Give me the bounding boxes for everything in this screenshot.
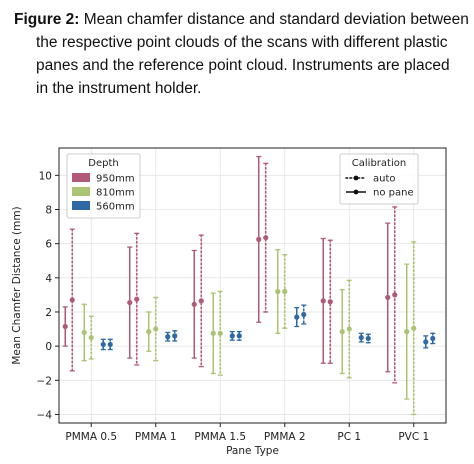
mean-point [134, 296, 140, 302]
y-tick-label: 2 [45, 307, 52, 319]
plot-frame [58, 147, 447, 424]
mean-point [385, 294, 391, 301]
figure-label: Figure 2: [14, 11, 80, 28]
x-tick-label: PMMA 0.5 [65, 431, 117, 443]
mean-point [339, 329, 345, 335]
mean-point [146, 329, 152, 335]
y-tick-label: 8 [45, 204, 52, 216]
mean-point [320, 298, 326, 304]
mean-point [365, 335, 371, 342]
figure-caption: Figure 2: Mean chamfer distance and stan… [14, 8, 470, 100]
calibration-legend-label: auto [373, 174, 396, 185]
y-tick-label: −4 [37, 409, 53, 421]
mean-point [172, 333, 178, 339]
mean-point [358, 334, 364, 341]
mean-point [236, 333, 242, 339]
mean-point [217, 330, 223, 336]
calibration-legend-marker [353, 189, 359, 195]
mean-point [165, 334, 171, 340]
mean-point [275, 288, 281, 295]
mean-point [81, 329, 87, 336]
mean-point [294, 314, 300, 320]
x-tick-label: PVC 1 [398, 431, 429, 443]
mean-point [263, 235, 269, 241]
y-axis-label: Mean Chamfer Distance (mm) [11, 206, 23, 364]
depth-legend-swatch [72, 187, 90, 196]
mean-point [127, 299, 133, 306]
caption-line-1: Mean chamfer distance and standard devia… [79, 11, 469, 28]
mean-point [153, 326, 159, 332]
mean-point [69, 297, 75, 303]
y-tick-label: 4 [45, 273, 52, 285]
mean-point [346, 326, 352, 332]
depth-legend-label: 560mm [96, 202, 135, 213]
y-tick-label: 0 [45, 341, 52, 353]
depth-legend-swatch [72, 201, 90, 210]
mean-point [282, 288, 288, 295]
x-tick-label: PMMA 2 [264, 431, 306, 443]
mean-point [191, 301, 197, 307]
x-axis-label: Pane Type [226, 445, 279, 457]
caption-line-4: in the instrument holder. [36, 80, 202, 97]
y-tick-label: −2 [37, 375, 52, 387]
caption-line-3: panes and the reference point cloud. Ins… [36, 57, 450, 74]
x-tick-label: PMMA 1 [135, 431, 177, 443]
chamfer-distance-chart: −4 −2 0 2 4 6 8 10 PMMA 0.5 PMMA 1 PMMA 1.5 PMMA 2 P… [11, 147, 447, 457]
caption-line-2: the respective point clouds of the scans… [36, 34, 448, 51]
calibration-legend-label: no pane [373, 188, 414, 199]
mean-point [256, 236, 262, 242]
y-tick-label: 10 [39, 170, 52, 182]
y-tick-label: 6 [45, 239, 52, 251]
mean-point [229, 333, 235, 339]
x-tick-label: PMMA 1.5 [194, 431, 246, 443]
mean-point [62, 323, 68, 330]
mean-point [404, 329, 410, 335]
x-tick-label: PC 1 [337, 431, 361, 443]
depth-legend-swatch [72, 173, 90, 182]
mean-point [327, 299, 333, 305]
calibration-legend-marker [353, 175, 359, 181]
mean-point [210, 330, 216, 336]
mean-point [392, 292, 398, 298]
mean-point [301, 311, 307, 318]
mean-point [88, 334, 94, 341]
mean-point [100, 341, 106, 348]
mean-point [423, 339, 429, 345]
depth-legend-label: 810mm [96, 188, 135, 199]
mean-point [411, 325, 417, 331]
mean-point [107, 341, 113, 348]
mean-point [430, 335, 436, 342]
depth-legend-label: 950mm [96, 174, 135, 185]
mean-point [198, 298, 204, 304]
calibration-legend-title: Calibration [352, 158, 406, 169]
depth-legend-title: Depth [88, 158, 118, 169]
